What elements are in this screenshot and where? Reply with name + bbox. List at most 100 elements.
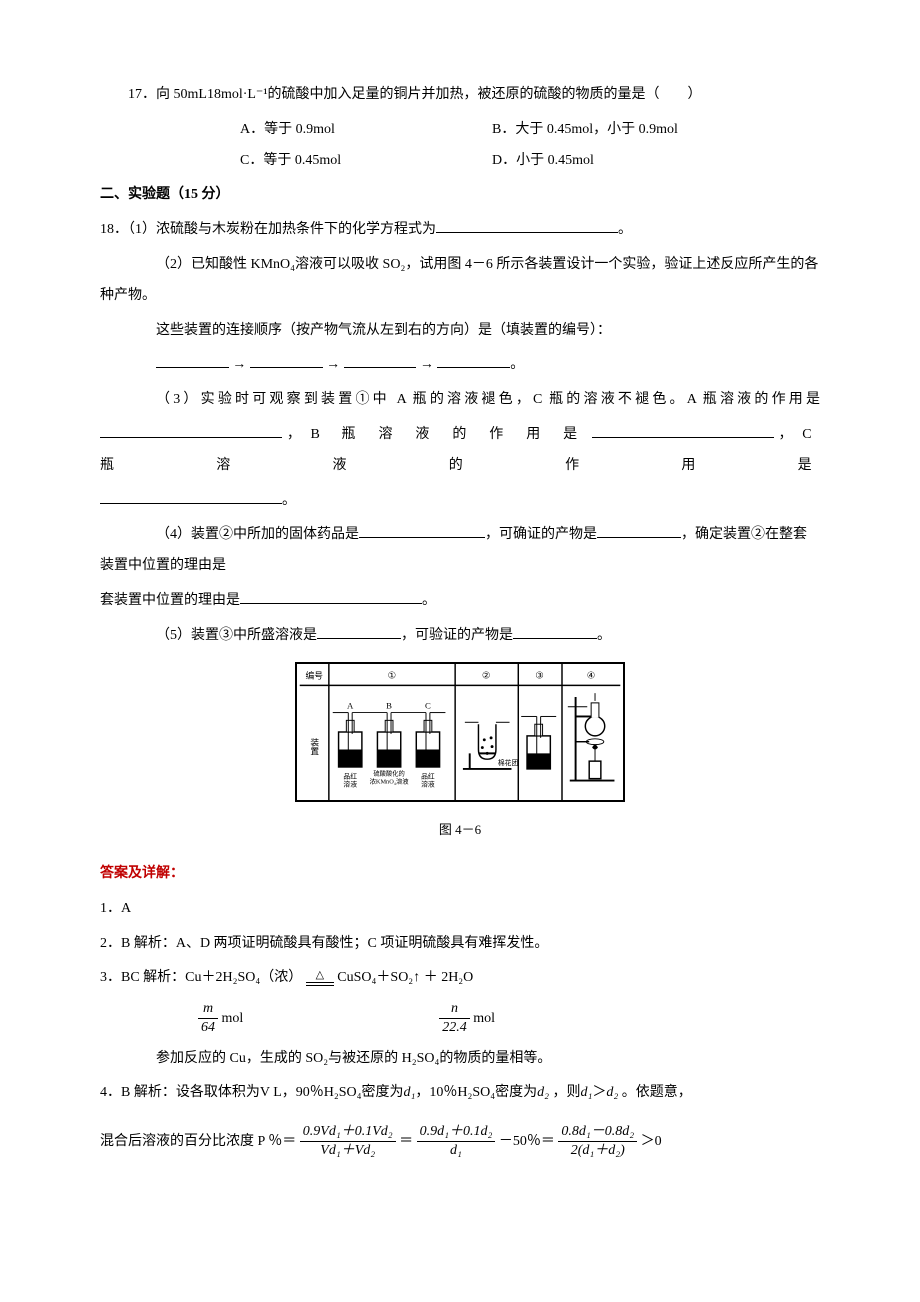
a4-d1b: d₁ xyxy=(581,1085,593,1100)
q18-p1: （1）浓硫酸与木炭粉在加热条件下的化学方程式为 xyxy=(128,222,436,237)
blank xyxy=(437,353,510,368)
answer-3-line2: 参加反应的 Cu，生成的 SO₂与被还原的 H₂SO₄的物质的量相等。 xyxy=(100,1044,820,1075)
q18-2b: 这些装置的连接顺序（按产物气流从左到右的方向）是（填装置的编号）： xyxy=(100,316,820,347)
svg-text:溶液: 溶液 xyxy=(421,779,435,788)
a4-text: 4．B 解析：设各取体积为V L，90％H₂SO₄密度为 xyxy=(100,1085,404,1100)
blank xyxy=(156,353,229,368)
svg-text:溶液: 溶液 xyxy=(343,779,357,788)
q17-number: 17． xyxy=(128,87,156,102)
figure-caption: 图 4－6 xyxy=(100,816,820,845)
svg-text:装置: 装置 xyxy=(309,736,319,755)
svg-text:棉花团: 棉花团 xyxy=(498,758,519,767)
a3-head: 3．BC 解析：Cu＋2H₂SO₄（浓） xyxy=(100,970,302,985)
blank xyxy=(436,218,618,233)
svg-text:硫酸酸化的: 硫酸酸化的 xyxy=(373,768,404,777)
q18-5: （5）装置③中所盛溶液是 ，可验证的产物是 。 xyxy=(100,621,820,652)
bottles-group: A B C xyxy=(333,700,446,766)
a4-minus: －50％＝ xyxy=(499,1134,555,1149)
q18-4-line1: （4）装置②中所加的固体药品是，可确证的产物是，确定装置②在整套装置中位置的理由… xyxy=(100,520,820,582)
q18-p1-tail: 。 xyxy=(618,222,632,237)
a3-tail: CuSO₄＋SO₂↑ ＋ 2H₂O xyxy=(337,970,473,985)
q18-p5a: （5）装置③中所盛溶液是 xyxy=(156,628,317,643)
q18-p3d: 。 xyxy=(282,493,296,508)
q18-p5b: ，可验证的产物是 xyxy=(401,628,513,643)
answer-4-line2: 混合后溶液的百分比浓度 P ％＝ 0.9Vd₁＋0.1Vd₂Vd₁＋Vd₂ ＝ … xyxy=(100,1123,820,1160)
eq-sign: ＝ xyxy=(399,1134,413,1149)
svg-text:C: C xyxy=(425,700,431,710)
blank xyxy=(513,623,597,638)
q18-p3a: （3）实验时可观察到装置①中 A 瓶的溶液褪色，C 瓶的溶液不褪色。A 瓶溶液的… xyxy=(156,392,820,407)
svg-text:④: ④ xyxy=(587,670,596,681)
q17-opt-d: D．小于 0.45mol xyxy=(492,146,594,177)
q18-3-line3: 。 xyxy=(100,486,820,517)
q17-opt-a: A．等于 0.9mol xyxy=(240,115,492,146)
blank xyxy=(597,523,681,538)
q18-p4b: ，可确证的产物是 xyxy=(485,527,597,542)
q17-opt-b: B．大于 0.45mol，小于 0.9mol xyxy=(492,115,678,146)
blank xyxy=(344,353,417,368)
answer-3-line1: 3．BC 解析：Cu＋2H₂SO₄（浓） △ CuSO₄＋SO₂↑ ＋ 2H₂O xyxy=(100,963,820,994)
q18-p2a-text: （2）已知酸性 KMnO₄溶液可以吸收 SO₂，试用图 4－6 所示各装置设计一… xyxy=(100,257,818,303)
blank xyxy=(592,423,774,438)
frac-m-64: m64 xyxy=(198,1000,218,1037)
blank xyxy=(359,523,485,538)
a4-mid1: ，10％H₂SO₄密度为 xyxy=(415,1085,537,1100)
svg-text:A: A xyxy=(347,700,354,710)
blank xyxy=(240,589,422,604)
col4-apparatus xyxy=(568,693,615,780)
a4-d2: d₂ xyxy=(537,1085,549,1100)
q18-p4a: （4）装置②中所加的固体药品是 xyxy=(156,527,359,542)
answers-title: 答案及详解： xyxy=(100,859,820,890)
arrow-sequence: → → → 。 xyxy=(100,350,820,381)
q17-text: 向 50mL18mol·L⁻¹的硫酸中加入足量的铜片并加热，被还原的硫酸的物质的… xyxy=(156,87,702,102)
a4-frac3: 0.8d₁－0.8d₂2(d₁＋d₂) xyxy=(558,1123,637,1160)
q17-opt-c: C．等于 0.45mol xyxy=(240,146,492,177)
q18-p5c: 。 xyxy=(597,628,611,643)
a4-tail: 。依题意， xyxy=(618,1085,692,1100)
blank xyxy=(317,623,401,638)
a4-d2b: d₂ xyxy=(606,1085,618,1100)
a4-frac2: 0.9d₁＋0.1d₂d₁ xyxy=(417,1123,496,1160)
a4-line2a: 混合后溶液的百分比浓度 P ％＝ xyxy=(100,1134,296,1149)
answer-2: 2．B 解析：A、D 两项证明硫酸具有酸性；C 项证明硫酸具有难挥发性。 xyxy=(100,929,820,960)
svg-text:浓KMnO₄溶液: 浓KMnO₄溶液 xyxy=(370,776,410,785)
section-2-title: 二、实验题（15 分） xyxy=(100,180,820,211)
answer-4-line1: 4．B 解析：设各取体积为V L，90％H₂SO₄密度为d₁，10％H₂SO₄密… xyxy=(100,1078,820,1109)
q18-1: 18．（1）浓硫酸与木炭粉在加热条件下的化学方程式为 。 xyxy=(100,215,820,246)
a4-gt0: ＞0 xyxy=(641,1134,662,1149)
svg-text:品红: 品红 xyxy=(343,771,357,780)
a4-d1: d₁ xyxy=(404,1085,416,1100)
blank xyxy=(100,488,282,503)
q18-3-line2: ，B 瓶 溶 液 的 作 用 是 ，C 瓶 溶 液 的 作 用 是 xyxy=(100,420,820,482)
answer-1: 1．A xyxy=(100,894,820,925)
q17-options: A．等于 0.9mol B．大于 0.45mol，小于 0.9mol C．等于 … xyxy=(100,115,820,177)
a4-mid2: ，则 xyxy=(549,1085,581,1100)
q18-4-line2: 套装置中位置的理由是。 xyxy=(100,586,820,617)
arrow-tail: 。 xyxy=(510,357,524,372)
svg-text:②: ② xyxy=(482,670,491,681)
answer-3-fracs: m64 mol n22.4 mol xyxy=(100,1000,820,1037)
svg-text:品红: 品红 xyxy=(421,771,435,780)
svg-text:③: ③ xyxy=(535,670,544,681)
col3-bottle xyxy=(521,716,556,768)
a4-frac1: 0.9Vd₁＋0.1Vd₂Vd₁＋Vd₂ xyxy=(300,1123,396,1160)
mol-unit: mol xyxy=(470,1011,495,1026)
svg-text:①: ① xyxy=(388,670,397,681)
blank xyxy=(250,353,323,368)
q18-2a: （2）已知酸性 KMnO₄溶液可以吸收 SO₂，试用图 4－6 所示各装置设计一… xyxy=(100,250,820,312)
diagram-svg: 编号 ① ② ③ ④ 装置 A B xyxy=(295,662,625,802)
apparatus-diagram: 编号 ① ② ③ ④ 装置 A B xyxy=(100,662,820,845)
q18-3-line1: （3）实验时可观察到装置①中 A 瓶的溶液褪色，C 瓶的溶液不褪色。A 瓶溶液的… xyxy=(100,385,820,416)
q18-p2b-text: 这些装置的连接顺序（按产物气流从左到右的方向）是（填装置的编号）： xyxy=(156,323,611,338)
q18-p3b: ，B 瓶 溶 液 的 作 用 是 xyxy=(287,427,587,442)
heat-condition-icon: △ xyxy=(306,970,334,986)
svg-text:B: B xyxy=(386,700,392,710)
a4-gt: ＞ xyxy=(592,1085,606,1100)
mol-unit: mol xyxy=(218,1011,243,1026)
q17-stem: 17．向 50mL18mol·L⁻¹的硫酸中加入足量的铜片并加热，被还原的硫酸的… xyxy=(100,80,820,111)
svg-text:编号: 编号 xyxy=(306,669,324,680)
q18-number: 18． xyxy=(100,222,128,237)
u-tube: 棉花团 xyxy=(463,722,519,769)
blank xyxy=(100,423,282,438)
frac-n-224: n22.4 xyxy=(439,1000,470,1037)
